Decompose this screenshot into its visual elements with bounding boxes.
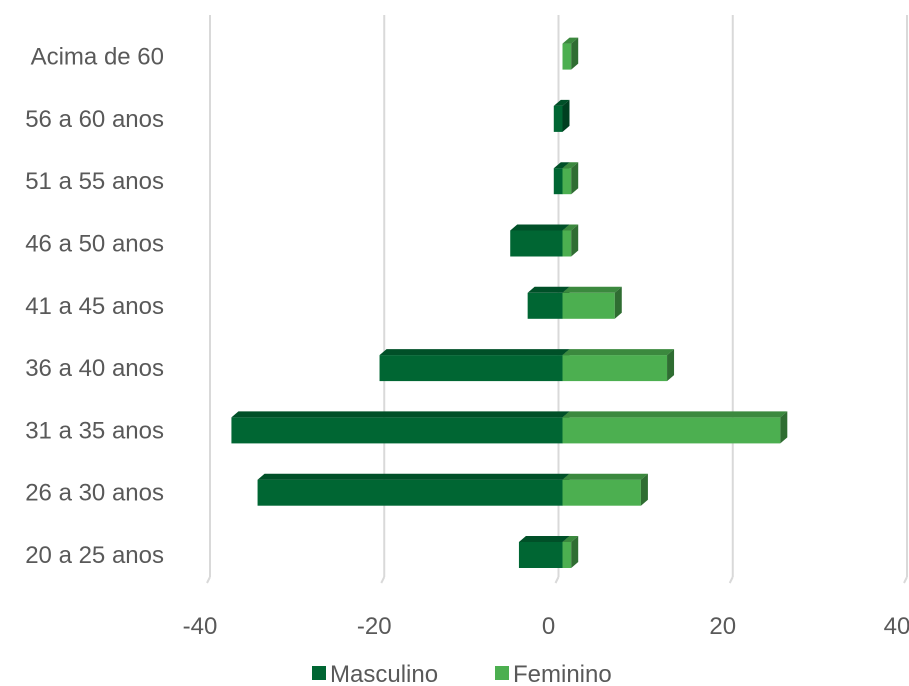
bar-masculino-31-a-35-anos (231, 411, 570, 444)
bar-feminino-51-a-55-anos (562, 162, 579, 195)
gridline-foot-20 (380, 576, 386, 584)
bar-feminino-31-a-35-anos (562, 411, 788, 444)
category-label-acima-de-60: Acima de 60 (31, 44, 164, 71)
category-label-20-a-25-anos: 20 a 25 anos (25, 542, 164, 569)
gridline-foot-40 (903, 576, 908, 584)
legend-label-feminino: Feminino (513, 661, 612, 686)
gridline-foot-40 (206, 576, 211, 584)
legend-label-masculino: Masculino (330, 661, 438, 686)
bar-feminino-20-a-25-anos (562, 536, 579, 568)
tick-labels: -40 -20 0 20 40 (183, 613, 909, 640)
category-label-51-a-55-anos: 51 a 55 anos (25, 168, 164, 195)
tick-label-40: 40 (884, 613, 909, 640)
bar-masculino-26-a-30-anos (257, 473, 570, 506)
legend-swatch-feminino (495, 666, 509, 680)
category-label-56-a-60-anos: 56 a 60 anos (25, 106, 164, 133)
tick-label-0: 0 (542, 613, 555, 640)
legend-item-feminino: Feminino (495, 661, 612, 686)
category-label-26-a-30-anos: 26 a 30 anos (25, 480, 164, 507)
category-label-31-a-35-anos: 31 a 35 anos (25, 417, 164, 444)
category-labels: 20 a 25 anos 26 a 30 anos 31 a 35 anos 36 a… (25, 44, 164, 569)
tick-label-20: 20 (709, 613, 736, 640)
bar-feminino-26-a-30-anos (562, 473, 648, 506)
legend-swatch-masculino (312, 666, 326, 680)
bar-feminino-41-a-45-anos (562, 286, 622, 319)
tick-label-40: -40 (183, 613, 218, 640)
bar-masculino-46-a-50-anos (510, 224, 570, 257)
bar-masculino-36-a-40-anos (379, 349, 570, 382)
legend: Masculino Feminino (312, 661, 612, 686)
bar-feminino-46-a-50-anos (562, 224, 579, 257)
category-label-36-a-40-anos: 36 a 40 anos (25, 355, 164, 382)
bar-masculino-56-a-60-anos (553, 99, 570, 132)
category-label-41-a-45-anos: 41 a 45 anos (25, 293, 164, 320)
gridline-foot-0 (554, 576, 560, 584)
gridline-foot-20 (728, 576, 734, 584)
bar-feminino-acima-de-60 (562, 37, 579, 70)
legend-item-masculino: Masculino (312, 661, 438, 686)
category-label-46-a-50-anos: 46 a 50 anos (25, 231, 164, 258)
tick-label-20: -20 (357, 613, 392, 640)
bar-masculino-20-a-25-anos (518, 536, 570, 568)
bar-feminino-36-a-40-anos (562, 349, 675, 382)
bars (231, 37, 788, 568)
